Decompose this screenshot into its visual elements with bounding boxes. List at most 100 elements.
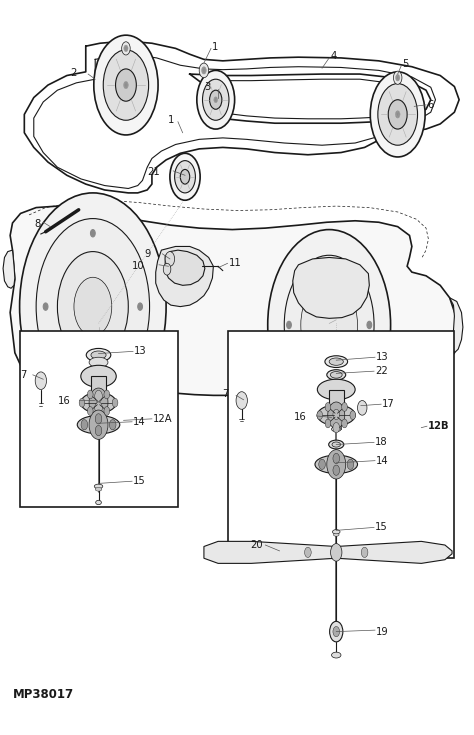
Circle shape	[163, 263, 171, 275]
Circle shape	[327, 259, 331, 266]
Ellipse shape	[332, 442, 340, 447]
Circle shape	[388, 100, 407, 129]
Ellipse shape	[315, 455, 357, 473]
Circle shape	[43, 303, 48, 310]
Text: 13: 13	[376, 352, 389, 362]
Text: 18: 18	[375, 437, 388, 448]
Circle shape	[325, 403, 331, 412]
Ellipse shape	[330, 371, 342, 378]
Circle shape	[327, 384, 331, 391]
Text: 3: 3	[205, 82, 211, 93]
Circle shape	[19, 193, 166, 420]
Circle shape	[35, 372, 46, 390]
Circle shape	[317, 411, 322, 420]
Bar	[19, 331, 178, 507]
Polygon shape	[331, 413, 341, 429]
Text: 12B: 12B	[428, 421, 449, 431]
Polygon shape	[10, 206, 457, 406]
Circle shape	[305, 548, 311, 558]
Circle shape	[165, 251, 174, 266]
Circle shape	[210, 90, 222, 110]
Circle shape	[202, 79, 229, 121]
Circle shape	[199, 63, 209, 78]
Circle shape	[180, 170, 190, 184]
Text: 15: 15	[133, 476, 146, 487]
Circle shape	[74, 277, 112, 336]
Ellipse shape	[332, 530, 340, 534]
Ellipse shape	[329, 358, 343, 365]
Circle shape	[325, 419, 331, 428]
Circle shape	[327, 450, 346, 479]
Text: 15: 15	[375, 523, 388, 532]
Circle shape	[342, 403, 347, 412]
Text: 7: 7	[222, 389, 228, 399]
Circle shape	[89, 410, 108, 440]
Circle shape	[236, 392, 247, 409]
Text: 5: 5	[402, 59, 409, 69]
Circle shape	[95, 414, 102, 424]
Circle shape	[95, 390, 102, 402]
Circle shape	[138, 303, 143, 310]
Text: 6: 6	[428, 100, 434, 110]
Circle shape	[124, 45, 128, 51]
Text: 1: 1	[212, 42, 219, 52]
Circle shape	[87, 406, 93, 415]
Text: 2: 2	[71, 68, 77, 78]
Polygon shape	[93, 395, 104, 409]
Ellipse shape	[327, 370, 346, 380]
Circle shape	[370, 72, 425, 157]
Circle shape	[333, 423, 339, 433]
Circle shape	[342, 419, 347, 428]
Ellipse shape	[93, 392, 104, 398]
Circle shape	[329, 621, 343, 642]
Text: 14: 14	[376, 456, 389, 466]
Circle shape	[122, 42, 130, 55]
Text: 19: 19	[376, 627, 389, 637]
Ellipse shape	[318, 405, 355, 426]
Circle shape	[393, 71, 402, 85]
Text: 21: 21	[148, 168, 160, 177]
Text: 12A: 12A	[153, 414, 173, 424]
Circle shape	[87, 390, 93, 399]
Circle shape	[361, 548, 368, 558]
Circle shape	[284, 255, 374, 395]
Circle shape	[367, 321, 372, 329]
Ellipse shape	[96, 501, 101, 505]
Ellipse shape	[331, 410, 341, 415]
Circle shape	[81, 420, 88, 430]
Ellipse shape	[325, 356, 347, 368]
Text: 17: 17	[382, 399, 395, 409]
Text: 16: 16	[294, 412, 307, 423]
Polygon shape	[165, 250, 205, 285]
Circle shape	[268, 229, 391, 420]
Text: 14: 14	[133, 417, 146, 427]
Circle shape	[396, 74, 400, 81]
Circle shape	[330, 544, 342, 562]
Circle shape	[350, 411, 356, 420]
Ellipse shape	[328, 440, 344, 449]
Polygon shape	[156, 246, 213, 306]
Polygon shape	[3, 250, 15, 288]
Circle shape	[287, 321, 292, 329]
Text: 22: 22	[375, 366, 388, 376]
Ellipse shape	[331, 652, 341, 658]
Circle shape	[57, 251, 128, 362]
Circle shape	[333, 409, 339, 420]
Text: 13: 13	[134, 346, 146, 356]
Ellipse shape	[331, 426, 341, 431]
Circle shape	[36, 218, 150, 395]
Circle shape	[201, 67, 206, 74]
Circle shape	[116, 69, 137, 101]
Ellipse shape	[93, 406, 104, 412]
Circle shape	[112, 398, 118, 407]
Circle shape	[103, 50, 149, 121]
Ellipse shape	[95, 487, 102, 491]
Text: 11: 11	[228, 258, 241, 268]
Circle shape	[197, 71, 235, 129]
Ellipse shape	[77, 415, 120, 434]
Ellipse shape	[81, 392, 116, 413]
Polygon shape	[328, 390, 344, 415]
Circle shape	[378, 84, 418, 146]
Text: MP38017: MP38017	[12, 688, 73, 701]
Circle shape	[94, 35, 158, 135]
